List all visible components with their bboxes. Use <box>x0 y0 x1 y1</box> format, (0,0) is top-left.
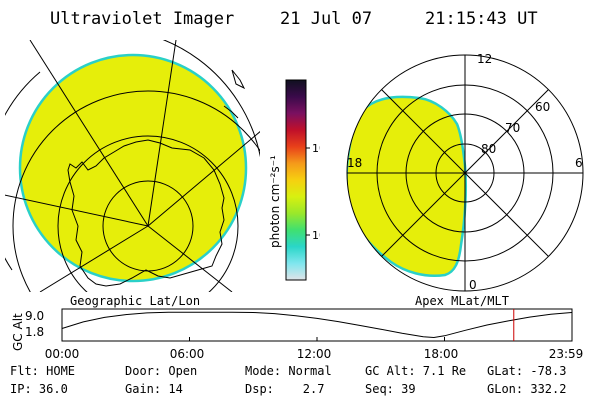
coastline <box>223 105 239 119</box>
mlt-line <box>381 89 549 257</box>
latitude-circle <box>57 135 239 292</box>
alt-xtick-label: 12:00 <box>297 347 332 361</box>
ip-status: IP: 36.0 <box>10 382 68 396</box>
dsp-status: Dsp: 2.7 <box>245 382 325 396</box>
mode-status: Mode: Normal <box>245 364 332 378</box>
mlat-label-80: 80 <box>481 142 496 156</box>
mlt-label-18: 18 <box>347 156 362 170</box>
meridian-line <box>147 225 233 292</box>
coastline <box>231 69 246 90</box>
magnetic-image-panel: 12 18 6 0 80 70 60 <box>346 52 584 292</box>
alt-ytick-min: 1.8 <box>25 325 44 339</box>
alt-ytick-max: 9.0 <box>25 309 44 323</box>
meridian-line <box>39 225 149 292</box>
alt-xtick-label: 06:00 <box>170 347 205 361</box>
instrument-title: Ultraviolet Imager <box>50 9 235 29</box>
flight-status: Flt: HOME <box>10 364 76 378</box>
colorbar-tick-label-100: 100 <box>312 142 320 155</box>
alt-xtick-label: 00:00 <box>45 347 80 361</box>
glat-status: GLat: -78.3 <box>487 364 567 378</box>
alt-xtick-label: 23:59 <box>549 347 584 361</box>
mlat-label-70: 70 <box>505 121 520 135</box>
alt-plot-ylabel: GC Alt <box>11 313 25 351</box>
geographic-image-panel <box>5 40 260 292</box>
meridian-line <box>147 40 177 227</box>
latitude-circle <box>12 90 260 292</box>
glon-status: GLon: 332.2 <box>487 382 567 396</box>
colorbar: 100 10 photon cm⁻²s⁻¹ <box>268 79 320 281</box>
coastline <box>67 139 225 287</box>
image-date: 21 Jul 07 <box>280 9 373 29</box>
mlt-label-0: 0 <box>469 278 477 292</box>
geo-panel-label: Geographic Lat/Lon <box>70 294 201 308</box>
mlat-label-60: 60 <box>535 100 550 114</box>
mag-panel-label: Apex MLat/MLT <box>415 294 509 308</box>
altitude-plot: GC Alt 9.0 1.8 00:00 06:00 12:00 18:00 2… <box>11 308 584 361</box>
horizon-arc <box>162 40 260 158</box>
image-time: 21:15:43 UT <box>425 9 538 29</box>
meridian-line <box>5 194 149 227</box>
door-status: Door: Open <box>125 364 198 378</box>
colorbar-gradient <box>285 79 307 281</box>
gc-alt-status: GC Alt: 7.1 Re <box>365 364 467 378</box>
altitude-curve <box>61 311 572 339</box>
meridian-line <box>29 40 149 227</box>
mlt-label-12: 12 <box>477 52 492 66</box>
mlt-label-6: 6 <box>575 156 583 170</box>
uv-aurora-region <box>347 95 468 277</box>
meridian-line <box>147 131 260 227</box>
colorbar-unit-label: photon cm⁻²s⁻¹ <box>268 155 282 248</box>
horizon-arc <box>5 71 41 271</box>
seq-status: Seq: 39 <box>365 382 416 396</box>
gain-status: Gain: 14 <box>125 382 183 396</box>
alt-xtick-label: 18:00 <box>424 347 459 361</box>
colorbar-tick-label-10: 10 <box>312 229 320 242</box>
